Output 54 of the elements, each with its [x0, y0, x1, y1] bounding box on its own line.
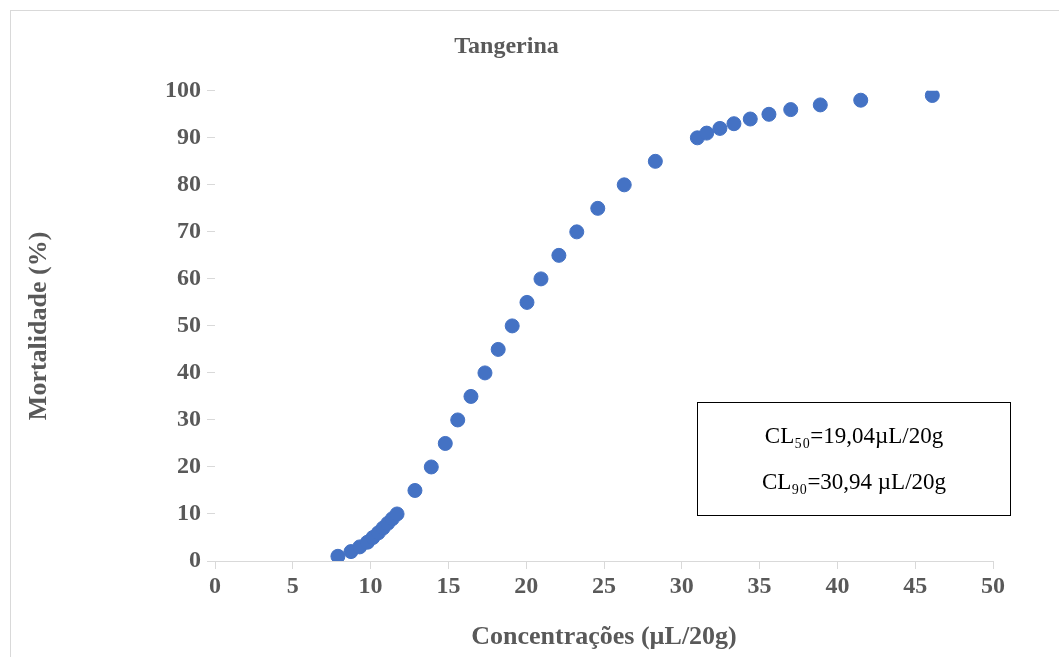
x-tick-label: 25 [592, 571, 616, 598]
point [477, 365, 493, 381]
x-tick-label: 15 [436, 571, 461, 598]
point [519, 294, 535, 310]
point [423, 459, 439, 475]
annotation: CL₉₀=30,94 µL/20g [761, 469, 947, 495]
point [742, 111, 758, 127]
y-tick-label: 20 [177, 452, 201, 479]
x-tick-label: 10 [358, 571, 383, 598]
x-tick-label: 5 [286, 571, 299, 598]
point [726, 116, 742, 132]
y-tick-label: 40 [177, 358, 201, 385]
point [330, 548, 346, 561]
x-tick-label: 20 [514, 571, 539, 598]
annotation: CL₅₀=19,04µL/20g [764, 423, 944, 449]
point [812, 97, 828, 113]
point [463, 388, 479, 404]
point [533, 271, 549, 287]
point [853, 92, 869, 108]
x-tick-label: 30 [669, 571, 694, 598]
point [761, 106, 777, 122]
y-tick-label: 50 [177, 311, 201, 338]
y-tick-label: 0 [189, 546, 201, 573]
point [407, 482, 423, 498]
y-tick-label: 90 [177, 123, 201, 150]
point [616, 177, 632, 193]
point [551, 247, 567, 263]
x-tick-label: 45 [903, 571, 928, 598]
x-tick-label: 35 [747, 571, 772, 598]
y-tick-label: 30 [177, 405, 201, 432]
point [699, 125, 715, 141]
point [450, 412, 466, 428]
point [504, 318, 520, 334]
x-tick-label: 40 [825, 571, 850, 598]
point [437, 435, 453, 451]
x-tick-label: 50 [981, 571, 1005, 598]
point [569, 224, 585, 240]
point [389, 506, 405, 522]
y-axis-title: Mortalidade (%) [23, 231, 53, 421]
y-tick-label: 60 [177, 264, 201, 291]
point [712, 120, 728, 136]
point [783, 102, 799, 118]
text-box: CL₅₀=19,04µL/20g CL₉₀=30,94 µL/20g [697, 402, 1011, 516]
y-tick-label: 100 [165, 76, 201, 102]
point [590, 200, 606, 216]
y-tick-label: 70 [177, 217, 201, 244]
point [647, 153, 663, 169]
x-tick-label: 0 [209, 571, 221, 598]
point [924, 90, 940, 103]
chart-title: Tangerina [454, 31, 559, 58]
y-tick-label: 10 [177, 499, 201, 526]
x-axis-title: Concentrações (µL/20g) [471, 621, 737, 651]
point [490, 341, 506, 357]
y-tick-label: 80 [177, 170, 201, 197]
